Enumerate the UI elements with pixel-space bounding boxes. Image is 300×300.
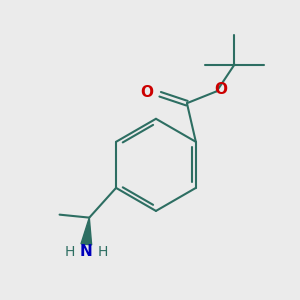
Text: H: H <box>65 245 75 259</box>
Text: O: O <box>214 82 228 97</box>
Text: O: O <box>140 85 153 100</box>
Text: N: N <box>80 244 93 259</box>
Polygon shape <box>81 218 92 245</box>
Text: H: H <box>98 245 108 259</box>
